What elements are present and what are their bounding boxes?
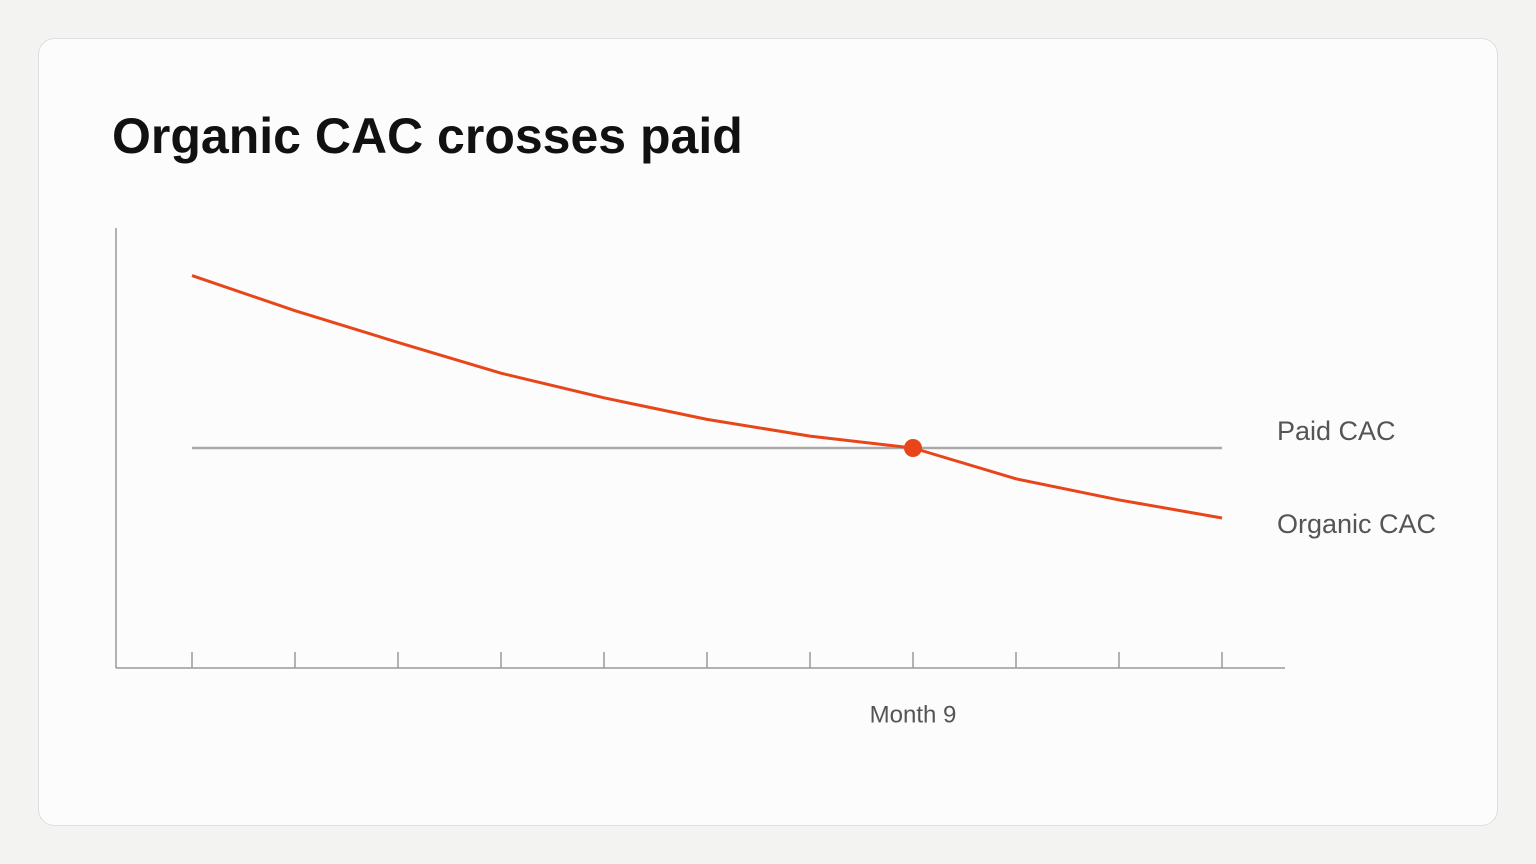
series-line [191,274,1223,520]
x-tick-label: Month 9 [870,701,957,728]
series-label: Organic CAC [1277,509,1436,539]
chart-title: Organic CAC crosses paid [112,108,743,164]
card [38,38,1498,826]
crossover-marker [904,439,922,457]
series-label: Paid CAC [1277,416,1396,446]
